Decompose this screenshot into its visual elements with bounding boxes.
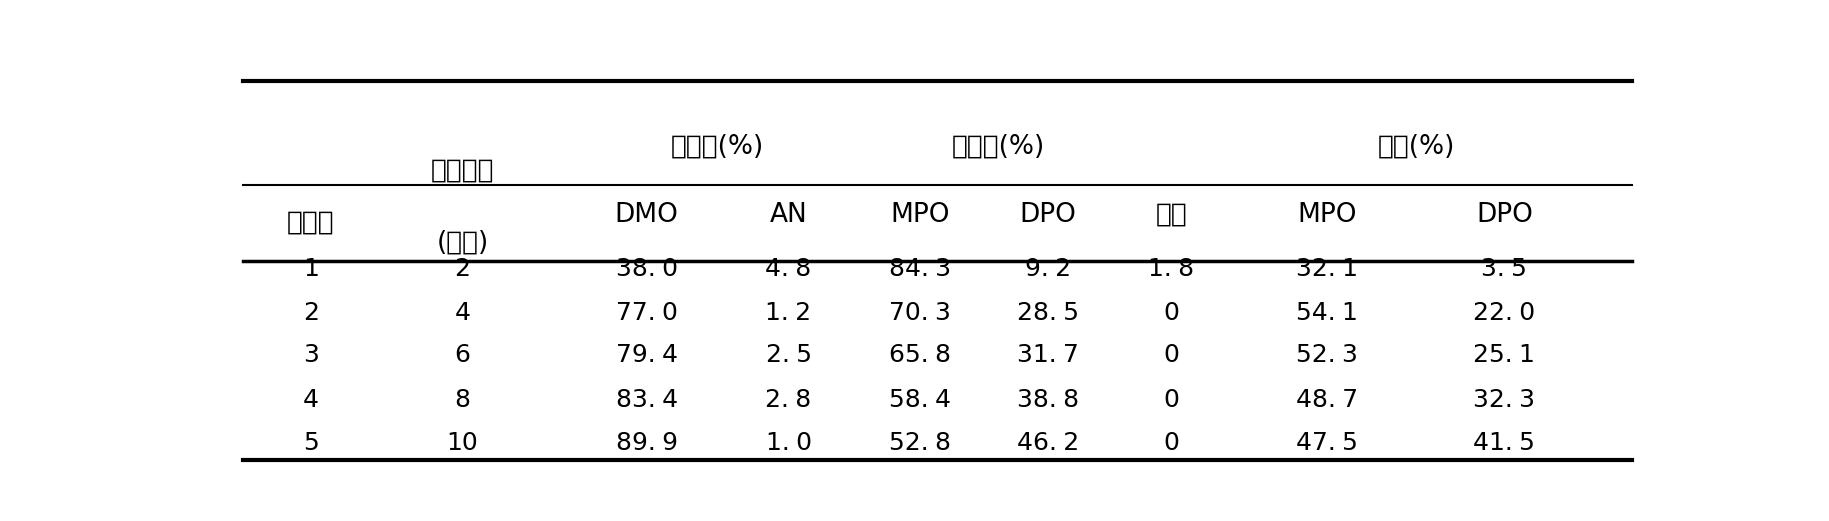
Text: 2: 2 xyxy=(455,257,470,281)
Text: 1. 2: 1. 2 xyxy=(766,301,812,325)
Text: 8: 8 xyxy=(455,388,470,412)
Text: DPO: DPO xyxy=(1476,202,1533,228)
Text: (小时): (小时) xyxy=(437,230,488,256)
Text: 52. 3: 52. 3 xyxy=(1297,343,1359,367)
Text: 3: 3 xyxy=(304,343,318,367)
Text: 2. 8: 2. 8 xyxy=(765,388,812,412)
Text: 0: 0 xyxy=(1163,301,1180,325)
Text: 52. 8: 52. 8 xyxy=(889,431,951,455)
Text: 38. 8: 38. 8 xyxy=(1017,388,1079,412)
Text: 选择性(%): 选择性(%) xyxy=(951,134,1044,160)
Text: 47. 5: 47. 5 xyxy=(1297,431,1359,455)
Text: 反应时间: 反应时间 xyxy=(432,158,494,184)
Text: 25. 1: 25. 1 xyxy=(1474,343,1535,367)
Text: MPO: MPO xyxy=(891,202,949,228)
Text: DMO: DMO xyxy=(615,202,679,228)
Text: 70. 3: 70. 3 xyxy=(889,301,951,325)
Text: 54. 1: 54. 1 xyxy=(1297,301,1359,325)
Text: 22. 0: 22. 0 xyxy=(1474,301,1535,325)
Text: 0: 0 xyxy=(1163,388,1180,412)
Text: 79. 4: 79. 4 xyxy=(616,343,679,367)
Text: 4: 4 xyxy=(455,301,470,325)
Text: DPO: DPO xyxy=(1019,202,1075,228)
Text: 41. 5: 41. 5 xyxy=(1474,431,1535,455)
Text: 32. 3: 32. 3 xyxy=(1474,388,1535,412)
Text: 84. 3: 84. 3 xyxy=(889,257,951,281)
Text: 48. 7: 48. 7 xyxy=(1297,388,1359,412)
Text: 4: 4 xyxy=(304,388,318,412)
Text: 10: 10 xyxy=(446,431,479,455)
Text: 收率(%): 收率(%) xyxy=(1377,134,1456,160)
Text: 2: 2 xyxy=(304,301,318,325)
Text: 1. 0: 1. 0 xyxy=(766,431,812,455)
Text: 83. 4: 83. 4 xyxy=(616,388,679,412)
Text: 32. 1: 32. 1 xyxy=(1297,257,1359,281)
Text: 38. 0: 38. 0 xyxy=(616,257,679,281)
Text: 2. 5: 2. 5 xyxy=(766,343,812,367)
Text: 4. 8: 4. 8 xyxy=(765,257,812,281)
Text: 5: 5 xyxy=(304,431,318,455)
Text: MPO: MPO xyxy=(1297,202,1357,228)
Text: 3. 5: 3. 5 xyxy=(1481,257,1527,281)
Text: 1. 8: 1. 8 xyxy=(1149,257,1194,281)
Text: 89. 9: 89. 9 xyxy=(616,431,679,455)
Text: 0: 0 xyxy=(1163,343,1180,367)
Text: 0: 0 xyxy=(1163,431,1180,455)
Text: 实施例: 实施例 xyxy=(287,210,335,236)
Text: AN: AN xyxy=(770,202,807,228)
Text: 65. 8: 65. 8 xyxy=(889,343,951,367)
Text: 28. 5: 28. 5 xyxy=(1017,301,1079,325)
Text: 6: 6 xyxy=(455,343,470,367)
Text: 31. 7: 31. 7 xyxy=(1017,343,1079,367)
Text: 1: 1 xyxy=(304,257,318,281)
Text: 转化率(%): 转化率(%) xyxy=(671,134,765,160)
Text: 46. 2: 46. 2 xyxy=(1017,431,1079,455)
Text: 58. 4: 58. 4 xyxy=(889,388,951,412)
Text: 77. 0: 77. 0 xyxy=(616,301,679,325)
Text: 9. 2: 9. 2 xyxy=(1024,257,1072,281)
Text: 其它: 其它 xyxy=(1156,202,1187,228)
